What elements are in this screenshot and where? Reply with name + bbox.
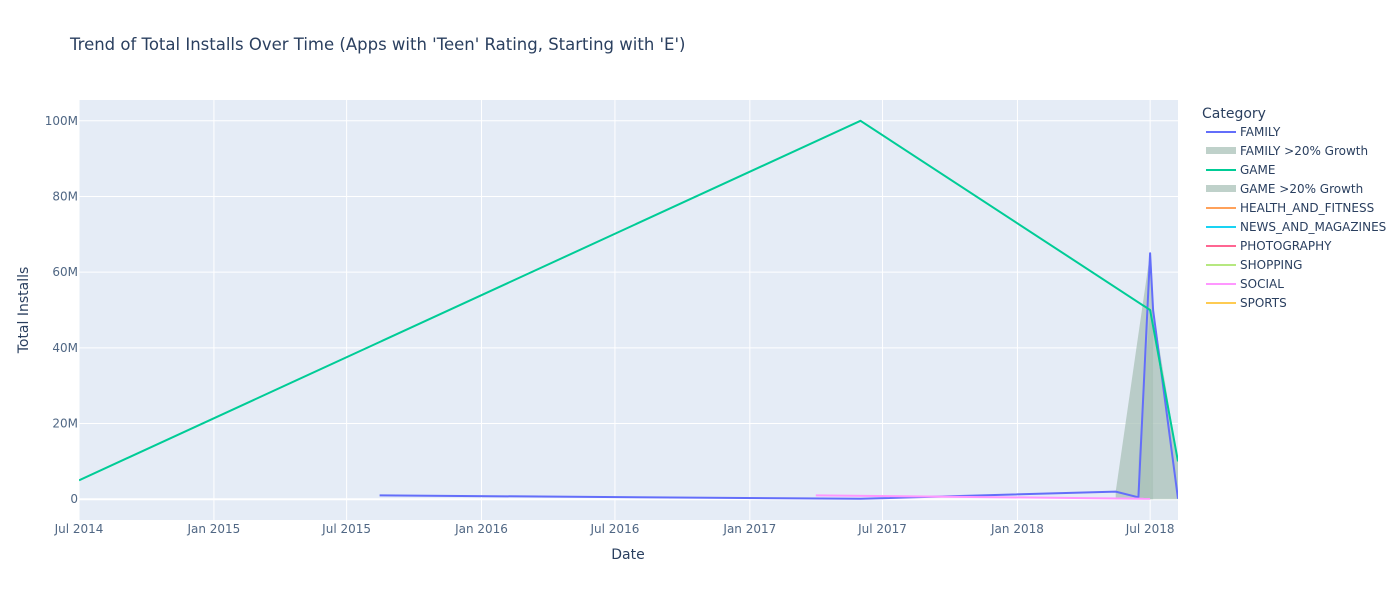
y-tick-label: 40M: [52, 341, 78, 355]
y-tick-label: 60M: [52, 265, 78, 279]
growth-bands: [1115, 253, 1178, 500]
plot-area: [79, 100, 1178, 520]
legend-label: SPORTS: [1240, 296, 1287, 310]
legend-label: FAMILY: [1240, 125, 1281, 139]
x-axis-title: Date: [611, 547, 644, 563]
x-tick-label: Jan 2018: [990, 522, 1044, 536]
gridlines: [78, 100, 1178, 520]
legend-label: GAME: [1240, 163, 1275, 177]
legend-item[interactable]: SHOPPING: [1206, 258, 1302, 272]
y-tick-label: 0: [70, 492, 78, 506]
legend-swatch: [1206, 147, 1236, 154]
y-tick-label: 80M: [52, 189, 78, 203]
x-tick-label: Jul 2018: [1125, 522, 1175, 536]
legend-item[interactable]: SPORTS: [1206, 296, 1287, 310]
y-tick-label: 20M: [52, 417, 78, 431]
legend-item[interactable]: FAMILY >20% Growth: [1206, 144, 1368, 158]
legend-label: NEWS_AND_MAGAZINES: [1240, 220, 1386, 234]
legend-item[interactable]: FAMILY: [1206, 125, 1281, 139]
legend-label: FAMILY >20% Growth: [1240, 144, 1368, 158]
x-tick-label: Jan 2017: [722, 522, 776, 536]
x-tick-label: Jul 2014: [54, 522, 104, 536]
series-line: [815, 494, 1151, 500]
chart-title: Trend of Total Installs Over Time (Apps …: [69, 35, 685, 54]
legend-item[interactable]: GAME >20% Growth: [1206, 182, 1363, 196]
legend-title: Category: [1202, 106, 1266, 122]
y-axis-title: Total Installs: [16, 267, 32, 355]
legend-label: PHOTOGRAPHY: [1240, 239, 1332, 253]
legend-label: GAME >20% Growth: [1240, 182, 1363, 196]
legend-item[interactable]: SOCIAL: [1206, 277, 1284, 291]
legend-item[interactable]: PHOTOGRAPHY: [1206, 239, 1332, 253]
legend-swatch: [1206, 185, 1236, 192]
legend-item[interactable]: NEWS_AND_MAGAZINES: [1206, 220, 1386, 234]
series-line: [79, 119, 1178, 482]
x-tick-labels: Jul 2014 Jan 2015 Jul 2015 Jan 2016 Jul 2016…: [54, 522, 1175, 536]
legend[interactable]: Category FAMILY FAMILY >20% Growth GAME GAM…: [1202, 106, 1386, 310]
x-tick-label: Jan 2016: [454, 522, 508, 536]
legend-item[interactable]: HEALTH_AND_FITNESS: [1206, 201, 1374, 215]
y-tick-labels: 0 20M 40M 60M 80M 100M: [45, 114, 78, 506]
legend-label: SOCIAL: [1240, 277, 1284, 291]
x-tick-label: Jul 2015: [321, 522, 371, 536]
growth-band: [1138, 310, 1178, 500]
x-tick-label: Jul 2017: [857, 522, 907, 536]
y-tick-label: 100M: [45, 114, 78, 128]
legend-label: HEALTH_AND_FITNESS: [1240, 201, 1374, 215]
series-line: [379, 252, 1178, 500]
legend-item[interactable]: GAME: [1206, 163, 1275, 177]
x-tick-label: Jan 2015: [186, 522, 240, 536]
series-lines: [79, 119, 1178, 500]
x-tick-label: Jul 2016: [590, 522, 640, 536]
legend-label: SHOPPING: [1240, 258, 1302, 272]
